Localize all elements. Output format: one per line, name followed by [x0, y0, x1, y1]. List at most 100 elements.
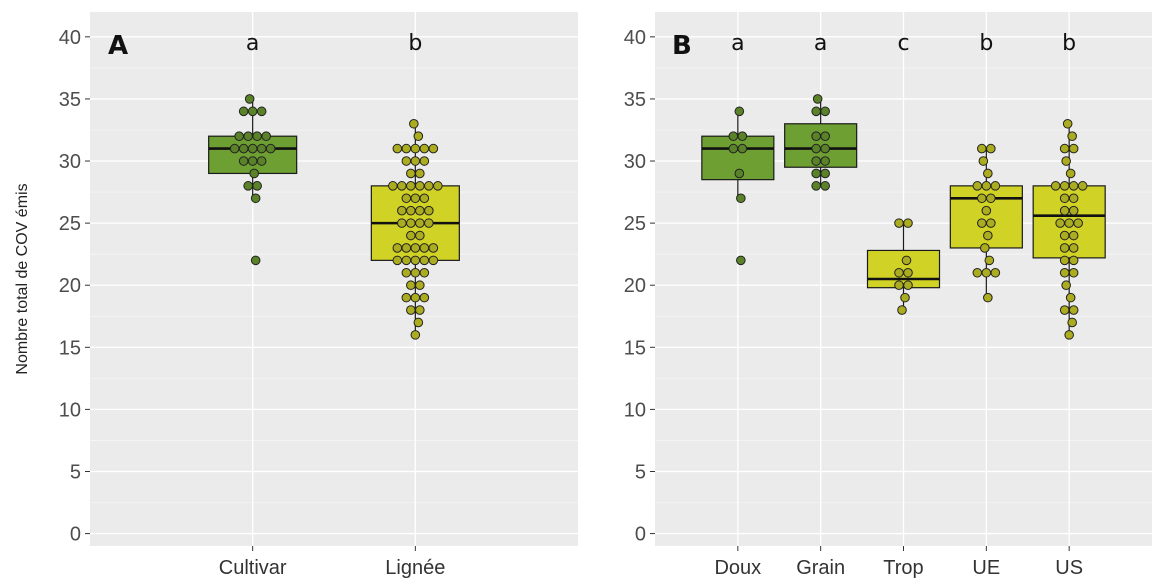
data-point: [894, 267, 904, 278]
data-point: [1068, 143, 1079, 154]
data-point: [1067, 131, 1077, 141]
data-point: [419, 292, 430, 303]
data-point: [981, 205, 992, 216]
data-point: [256, 143, 267, 154]
data-point: [1064, 218, 1074, 228]
data-point: [1073, 218, 1083, 228]
data-point: [401, 267, 412, 278]
y-axis-label: Nombre total de COV émis: [14, 183, 31, 374]
data-point: [1067, 317, 1077, 328]
y-tick-label: 35: [59, 89, 81, 111]
data-point: [983, 230, 993, 241]
data-point: [737, 131, 748, 141]
panel-b-label: B: [672, 31, 692, 61]
y-tick-label: 15: [59, 337, 81, 359]
data-point: [392, 243, 403, 253]
data-point: [1059, 143, 1070, 154]
data-point: [1059, 193, 1070, 204]
data-point: [424, 205, 434, 216]
data-point: [252, 131, 262, 141]
data-point: [424, 218, 434, 228]
data-point: [734, 106, 745, 117]
data-point: [894, 218, 904, 228]
data-point: [415, 280, 425, 291]
data-point: [397, 218, 407, 228]
data-point: [392, 255, 403, 266]
data-point: [229, 143, 240, 154]
data-point: [419, 156, 430, 166]
data-point: [401, 243, 412, 253]
data-point: [410, 243, 421, 253]
x-tick-label: US: [1055, 557, 1083, 578]
data-point: [256, 156, 267, 166]
box: [208, 135, 298, 175]
data-point: [397, 205, 407, 216]
y-tick-label: 20: [59, 275, 81, 297]
data-point: [811, 156, 821, 166]
panel-a-gridlines: [90, 12, 578, 546]
data-point: [406, 168, 416, 179]
data-point: [1064, 330, 1074, 340]
data-point: [424, 181, 434, 191]
data-point: [1059, 230, 1070, 241]
x-tick-label: Grain: [796, 557, 845, 578]
data-point: [811, 168, 821, 179]
data-point: [406, 181, 416, 191]
data-point: [986, 193, 996, 204]
data-point: [410, 292, 421, 303]
x-tick-label: UE: [972, 557, 1000, 578]
data-point: [981, 267, 992, 278]
y-tick-label: 5: [635, 461, 646, 483]
data-point: [388, 181, 398, 191]
data-point: [897, 305, 907, 315]
data-point: [415, 205, 425, 216]
data-point: [820, 156, 830, 166]
y-tick-label: 10: [59, 399, 81, 421]
data-point: [249, 168, 259, 179]
y-tick-label: 5: [70, 461, 81, 483]
panel-a-y-ticks: 0 5 10 15 20 25 30 35 40: [59, 27, 90, 546]
data-point: [983, 168, 993, 179]
data-point: [410, 156, 421, 166]
data-point: [238, 106, 249, 117]
data-point: [415, 305, 425, 315]
data-point: [811, 143, 821, 154]
data-point: [250, 193, 261, 204]
group-letter: c: [897, 31, 909, 56]
data-point: [406, 218, 416, 228]
data-point: [972, 267, 983, 278]
panel-a-marks: [208, 94, 460, 340]
data-point: [243, 181, 253, 191]
data-point: [977, 193, 987, 204]
data-point: [401, 156, 412, 166]
y-tick-label: 20: [624, 275, 646, 297]
data-point: [256, 106, 267, 117]
data-point: [428, 243, 439, 253]
y-tick-label: 40: [624, 27, 646, 49]
data-point: [410, 330, 421, 340]
data-point: [419, 255, 430, 266]
data-point: [428, 143, 439, 154]
data-point: [247, 106, 258, 117]
data-point: [410, 193, 421, 204]
y-tick-label: 30: [624, 151, 646, 173]
data-point: [1050, 181, 1061, 191]
data-point: [1055, 218, 1065, 228]
panel-b: 0 5 10 15 20 25 30 35 40 Doux Grain Trop UE US a a c b b…: [624, 12, 1152, 578]
data-point: [252, 181, 262, 191]
data-point: [820, 168, 830, 179]
panel-a-x-ticks: Cultivar Lignée: [219, 546, 445, 578]
data-point: [903, 280, 913, 291]
data-point: [406, 280, 416, 291]
data-point: [1068, 243, 1079, 253]
data-point: [401, 193, 412, 204]
data-point: [811, 106, 821, 117]
data-point: [401, 292, 412, 303]
data-point: [984, 255, 995, 266]
data-point: [728, 131, 739, 141]
data-point: [811, 131, 821, 141]
data-point: [261, 131, 271, 141]
data-point: [1068, 267, 1079, 278]
data-point: [900, 292, 910, 303]
